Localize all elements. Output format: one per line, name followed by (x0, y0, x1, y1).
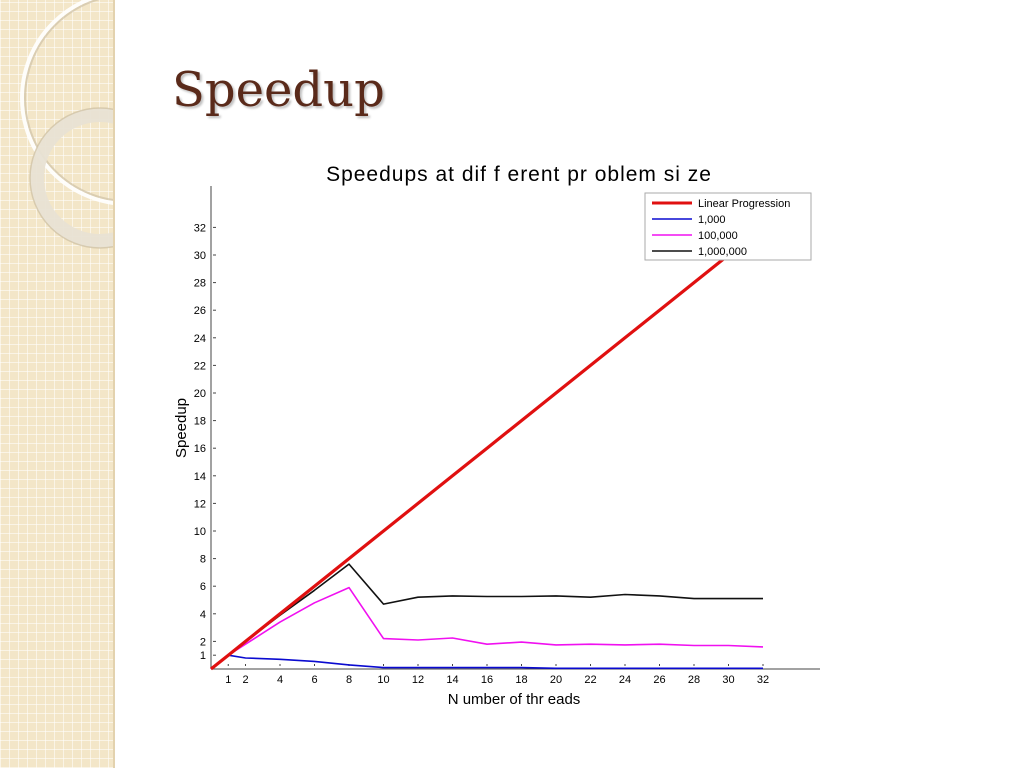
y-tick-label: 14 (194, 471, 206, 483)
y-tick-label: 30 (194, 250, 206, 262)
x-tick-label: 8 (346, 674, 352, 686)
x-tick-label: 28 (688, 674, 700, 686)
y-tick-label: 20 (194, 388, 206, 400)
x-ticks: 1 2 4 6 8 10 12 14 16 18 20 22 24 26 28 30 32 (225, 664, 769, 686)
y-tick-label: 32 (194, 222, 206, 234)
x-tick-label: 16 (481, 674, 493, 686)
x-tick-label: 6 (311, 674, 317, 686)
legend-label: 100,000 (698, 230, 738, 242)
y-tick-label: 6 (200, 581, 206, 593)
x-tick-label: 24 (619, 674, 631, 686)
y-tick-label: 16 (194, 443, 206, 455)
y-tick-label: 26 (194, 305, 206, 317)
y-tick-label: 1 (200, 650, 206, 662)
y-tick-label: 10 (194, 526, 206, 538)
chart-title: Speedups at dif f erent pr oblem si ze (326, 163, 712, 186)
y-tick-label: 18 (194, 416, 206, 428)
x-tick-label: 32 (757, 674, 769, 686)
series-lines (210, 226, 764, 671)
y-tick-label: 28 (194, 278, 206, 290)
series-line-1-000-000 (210, 563, 763, 670)
legend-label: 1,000,000 (698, 246, 747, 258)
y-tick-label: 24 (194, 333, 206, 345)
x-tick-label: 22 (584, 674, 596, 686)
x-tick-label: 14 (446, 674, 458, 686)
legend-label: Linear Progression (698, 198, 790, 210)
y-axis-label: Speedup (173, 398, 190, 458)
x-tick-label: 30 (722, 674, 734, 686)
series-line-100-000 (210, 586, 764, 670)
series-line-1-000 (210, 654, 763, 670)
legend-label: 1,000 (698, 214, 726, 226)
decorative-sidebar (0, 0, 115, 768)
x-tick-label: 20 (550, 674, 562, 686)
x-tick-label: 1 (225, 674, 231, 686)
x-axis-label: N umber of thr eads (448, 691, 581, 708)
x-tick-label: 18 (515, 674, 527, 686)
x-tick-label: 12 (412, 674, 424, 686)
y-tick-label: 2 (200, 636, 206, 648)
y-tick-label: 8 (200, 554, 206, 566)
decorative-circles (20, 0, 113, 249)
y-tick-label: 22 (194, 360, 206, 372)
x-tick-label: 2 (242, 674, 248, 686)
legend: Linear Progression 1,000 100,000 1,000,000 (644, 192, 812, 261)
y-tick-label: 12 (194, 498, 206, 510)
x-tick-label: 10 (377, 674, 389, 686)
x-tick-label: 26 (653, 674, 665, 686)
x-tick-label: 4 (277, 674, 283, 686)
y-tick-label: 4 (200, 609, 206, 621)
slide-title: Speedup (172, 62, 385, 118)
series-line-linear-progression (210, 226, 764, 671)
